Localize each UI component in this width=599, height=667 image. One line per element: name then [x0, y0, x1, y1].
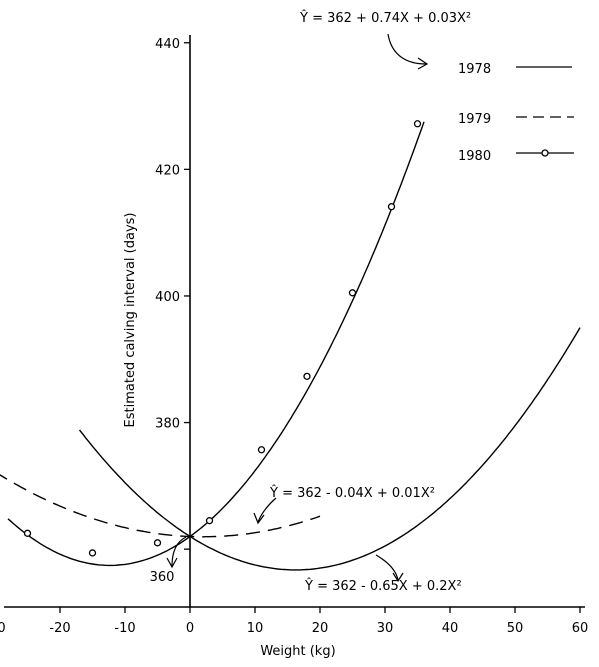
data-point-1980 [23, 529, 32, 537]
arrowhead-1978 [392, 572, 404, 583]
x-axis-label: Weight (kg) [260, 644, 335, 659]
data-point-1980 [303, 372, 311, 381]
data-point-1980 [88, 549, 97, 557]
x-ticks: -30 -20 -10 0 10 20 30 40 50 60 [0, 607, 588, 636]
x-tick-label: -10 [114, 621, 135, 636]
x-tick-label: -20 [49, 621, 70, 636]
series-curves [0, 121, 581, 571]
x-tick-label: -30 [0, 621, 6, 636]
y-axis-label: Estimated calving interval (days) [123, 213, 138, 428]
x-tick-label: 0 [186, 621, 194, 636]
legend-marker-1980 [541, 149, 549, 157]
arrowhead-1979 [253, 512, 265, 525]
y-ticks: 380 400 420 440 [155, 37, 190, 550]
arrow-1980 [387, 33, 427, 65]
data-point-1980 [413, 120, 422, 128]
arrowhead-origin [166, 557, 178, 569]
y-origin-label: 360 [150, 570, 175, 585]
data-point-1980 [348, 289, 357, 297]
arrow-1979 [257, 497, 277, 523]
series-line-1978 [78, 327, 581, 571]
legend-label-1980: 1980 [458, 149, 491, 164]
x-tick-label: 40 [442, 621, 459, 636]
x-tick-label: 50 [507, 621, 524, 636]
equation-1979: Ŷ = 362 - 0.04X + 0.01X² [269, 485, 435, 501]
arrow-1978 [375, 554, 399, 581]
x-tick-label: 60 [572, 621, 589, 636]
y-tick-label: 400 [155, 290, 180, 305]
x-tick-label: 30 [377, 621, 394, 636]
series-line-1980 [7, 121, 425, 567]
x-tick-label: 20 [312, 621, 329, 636]
legend-item-1980: 1980 [458, 149, 574, 164]
data-point-1980 [205, 517, 214, 525]
legend: 1978 1979 1980 [458, 62, 574, 164]
y-tick-label: 440 [155, 37, 180, 52]
legend-label-1979: 1979 [458, 112, 491, 127]
legend-item-1978: 1978 [458, 62, 572, 77]
arrowhead-1980 [417, 57, 429, 70]
data-point-1980 [257, 446, 266, 454]
y-tick-label: 420 [155, 163, 180, 178]
series-markers [23, 120, 422, 557]
series-line-1979 [0, 474, 321, 538]
equation-1978: Ŷ = 362 - 0.65X + 0.2X² [304, 578, 462, 594]
x-tick-label: 10 [247, 621, 264, 636]
legend-item-1979: 1979 [458, 112, 574, 127]
data-point-1980 [387, 203, 396, 211]
equation-1980: Ŷ = 362 + 0.74X + 0.03X² [299, 10, 471, 26]
y-tick-label: 380 [155, 417, 180, 432]
data-point-1980 [153, 539, 162, 547]
arrow-origin [171, 536, 187, 567]
equation-arrows [166, 33, 429, 583]
legend-label-1978: 1978 [458, 62, 491, 77]
